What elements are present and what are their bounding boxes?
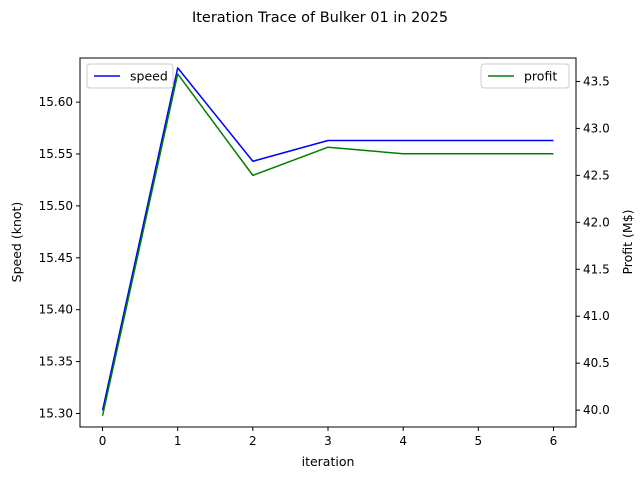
right-tick-label: 42.0 xyxy=(583,215,610,229)
left-tick-label: 15.50 xyxy=(39,199,73,213)
right-axis-label: Profit (M$) xyxy=(620,209,635,274)
left-tick-label: 15.30 xyxy=(39,407,73,421)
right-tick-label: 40.5 xyxy=(583,356,610,370)
legend-box xyxy=(86,63,174,89)
profit-legend: profit xyxy=(480,63,570,89)
x-tick-label: 3 xyxy=(324,434,332,448)
x-axis-ticks: 0 1 2 3 4 5 6 xyxy=(99,427,558,448)
right-tick-label: 41.0 xyxy=(583,309,610,323)
left-axis-label: Speed (knot) xyxy=(9,202,24,283)
speed-series-line xyxy=(101,67,554,411)
x-tick-label: 0 xyxy=(99,434,107,448)
right-tick-label: 43.5 xyxy=(583,74,610,88)
legend-box xyxy=(480,63,570,89)
x-tick-label: 4 xyxy=(399,434,407,448)
right-tick-label: 40.0 xyxy=(583,403,610,417)
chart-title: Iteration Trace of Bulker 01 in 2025 xyxy=(192,10,448,26)
left-tick-label: 15.60 xyxy=(39,95,73,109)
right-axis-ticks: 40.0 40.5 41.0 41.5 42.0 42.5 43.0 43.5 xyxy=(576,74,610,417)
profit-series-line xyxy=(101,73,554,416)
legend-label: speed xyxy=(130,69,168,84)
legends: speed profit xyxy=(86,63,570,89)
plot-frame xyxy=(79,57,577,428)
series-layer xyxy=(101,67,554,416)
speed-legend: speed xyxy=(86,63,174,89)
left-tick-label: 15.55 xyxy=(39,147,73,161)
right-tick-label: 43.0 xyxy=(583,121,610,135)
legend-label: profit xyxy=(524,69,557,84)
x-tick-label: 6 xyxy=(550,434,558,448)
x-tick-label: 1 xyxy=(174,434,182,448)
right-tick-label: 41.5 xyxy=(583,262,610,276)
x-tick-label: 5 xyxy=(474,434,482,448)
left-axis-ticks: 15.30 15.35 15.40 15.45 15.50 15.55 15.60 xyxy=(39,95,80,421)
x-axis-label: iteration xyxy=(302,454,355,469)
left-tick-label: 15.35 xyxy=(39,355,73,369)
right-tick-label: 42.5 xyxy=(583,168,610,182)
left-tick-label: 15.45 xyxy=(39,251,73,265)
left-tick-label: 15.40 xyxy=(39,303,73,317)
x-tick-label: 2 xyxy=(249,434,257,448)
